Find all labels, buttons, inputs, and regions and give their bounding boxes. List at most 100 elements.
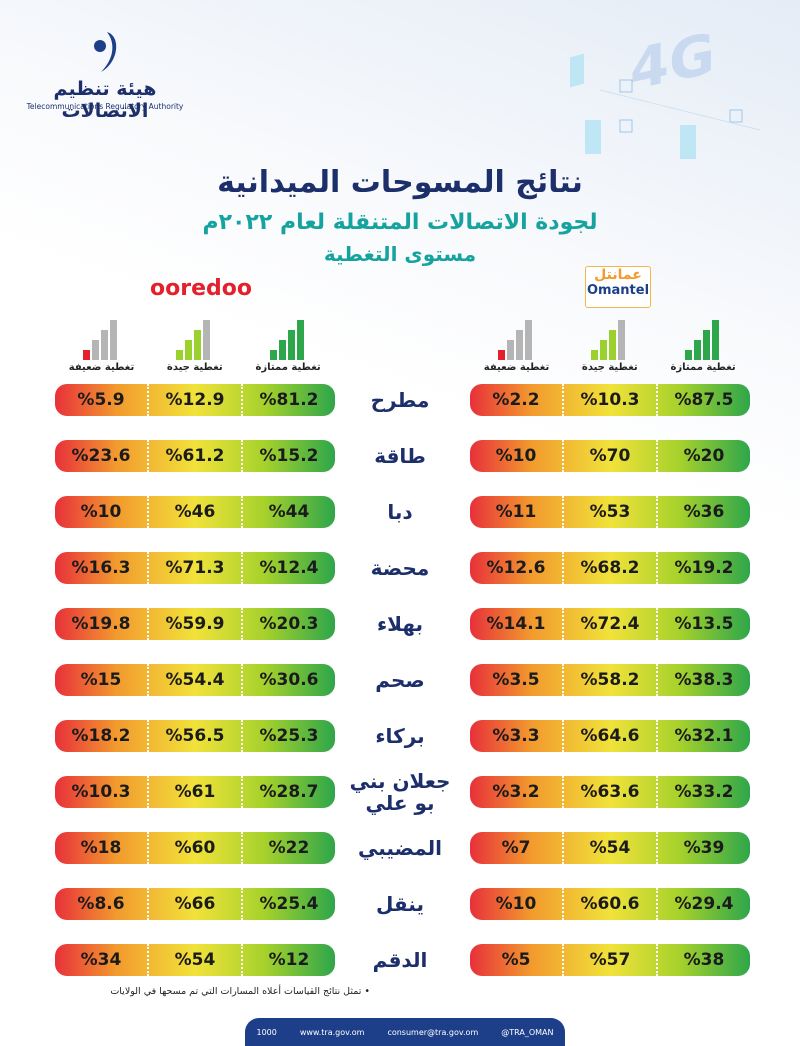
wilayat-name: ينقل [376, 892, 424, 916]
coverage-bar: %18 %60 %22 [55, 832, 335, 864]
coverage-bar: %11 %53 %36 [470, 496, 750, 528]
coverage-value: %30.6 [241, 664, 335, 696]
coverage-value: %19.8 [71, 614, 131, 634]
coverage-value: %38.3 [656, 664, 750, 696]
wilayat-name: الدقم [372, 948, 428, 972]
coverage-bar: %19.8 %59.9 %20.3 [55, 608, 335, 640]
coverage-value: %10 [80, 502, 122, 522]
coverage-value: %64.6 [562, 720, 656, 752]
coverage-value: %25.3 [241, 720, 335, 752]
coverage-value: %60 [147, 832, 241, 864]
coverage-bar: %10 %46 %44 [55, 496, 335, 528]
coverage-value: %18 [80, 838, 122, 858]
footnote: • تمثل نتائج القياسات أعلاه المسارات الت… [110, 986, 370, 997]
coverage-bar: %16.3 %71.3 %12.4 [55, 552, 335, 584]
coverage-bar: %5 %57 %38 [470, 944, 750, 976]
social[interactable]: @TRA_OMAN [501, 1027, 554, 1037]
coverage-bar: %2.2 %10.3 %87.5 [470, 384, 750, 416]
title: نتائج المسوحات الميدانية [217, 165, 583, 200]
coverage-value: %16.3 [71, 558, 131, 578]
coverage-bar: %3.2 %63.6 %33.2 [470, 776, 750, 808]
coverage-value: %57 [562, 944, 656, 976]
coverage-value: %12 [241, 944, 335, 976]
coverage-value: %28.7 [241, 776, 335, 808]
coverage-value: %19.2 [656, 552, 750, 584]
coverage-value: %44 [241, 496, 335, 528]
signal-icon [684, 320, 719, 360]
coverage-bar: %18.2 %56.5 %25.3 [55, 720, 335, 752]
wilayat-name: المضيبي [357, 836, 443, 860]
coverage-value: %36 [656, 496, 750, 528]
coverage-value: %8.6 [77, 894, 125, 914]
coverage-value: %3.2 [492, 782, 540, 802]
org-name-ar: هيئة تنظيم الاتصالات [53, 78, 157, 122]
coverage-bar: %7 %54 %39 [470, 832, 750, 864]
column-header: تغطية ضعيفة [483, 362, 550, 373]
org-name-en: Telecommunications Regulatory Authority [26, 102, 184, 111]
coverage-value: %59.9 [147, 608, 241, 640]
coverage-bar: %14.1 %72.4 %13.5 [470, 608, 750, 640]
coverage-value: %71.3 [147, 552, 241, 584]
website[interactable]: www.tra.gov.om [299, 1027, 365, 1037]
coverage-value: %54 [147, 944, 241, 976]
phone: 1000 [256, 1027, 277, 1037]
coverage-value: %15.2 [241, 440, 335, 472]
coverage-bar: %10 %60.6 %29.4 [470, 888, 750, 920]
coverage-value: %39 [656, 832, 750, 864]
column-header: تغطية ممتازة [670, 362, 736, 373]
coverage-value: %7 [501, 838, 531, 858]
omantel-logo-ar: عمانتل [594, 267, 642, 283]
coverage-value: %20.3 [241, 608, 335, 640]
coverage-bar: %3.5 %58.2 %38.3 [470, 664, 750, 696]
wilayat-name: طاقة [374, 444, 426, 468]
column-header: تغطية ضعيفة [68, 362, 135, 373]
signal-icon [498, 320, 532, 360]
subtitle-2: مستوى التغطية [323, 242, 477, 266]
coverage-value: %72.4 [562, 608, 656, 640]
coverage-value: %53 [562, 496, 656, 528]
coverage-value: %70 [562, 440, 656, 472]
coverage-value: %18.2 [71, 726, 131, 746]
coverage-value: %29.4 [656, 888, 750, 920]
signal-icon [83, 320, 117, 360]
omantel-logo: عمانتل Omantel [585, 266, 651, 308]
wilayat-name: بهلاء [376, 612, 424, 636]
coverage-value: %60.6 [562, 888, 656, 920]
coverage-value: %25.4 [241, 888, 335, 920]
wilayat-name: بركاء [375, 724, 425, 748]
coverage-value: %10 [495, 446, 537, 466]
coverage-value: %33.2 [656, 776, 750, 808]
coverage-value: %61.2 [147, 440, 241, 472]
logo-mark [94, 32, 117, 72]
coverage-value: %20 [656, 440, 750, 472]
coverage-value: %3.5 [492, 670, 540, 690]
coverage-value: %61 [147, 776, 241, 808]
coverage-value: %54 [562, 832, 656, 864]
coverage-value: %23.6 [71, 446, 131, 466]
email[interactable]: consumer@tra.gov.om [387, 1027, 479, 1037]
wilayat-name: محضة [370, 556, 430, 580]
wilayat-name: مطرح [370, 388, 430, 412]
coverage-bar: %8.6 %66 %25.4 [55, 888, 335, 920]
subtitle: لجودة الاتصالات المتنقلة لعام ٢٠٢٢م [202, 210, 598, 235]
column-header: تغطية ممتازة [255, 362, 321, 373]
signal-icon [176, 320, 211, 360]
coverage-value: %12.4 [241, 552, 335, 584]
coverage-value: %13.5 [656, 608, 750, 640]
coverage-value: %34 [80, 950, 122, 970]
coverage-bar: %15 %54.4 %30.6 [55, 664, 335, 696]
coverage-value: %10 [495, 894, 537, 914]
footer: 1000 www.tra.gov.om consumer@tra.gov.om … [245, 1018, 565, 1046]
coverage-value: %12.9 [147, 384, 241, 416]
coverage-value: %3.3 [492, 726, 540, 746]
signal-icon [269, 320, 304, 360]
coverage-bar: %10.3 %61 %28.7 [55, 776, 335, 808]
coverage-bar: %23.6 %61.2 %15.2 [55, 440, 335, 472]
coverage-value: %12.6 [486, 558, 546, 578]
omantel-logo-en: Omantel [586, 283, 650, 298]
hero-graphic [570, 53, 761, 159]
coverage-value: %46 [147, 496, 241, 528]
coverage-value: %5.9 [77, 390, 125, 410]
coverage-value: %32.1 [656, 720, 750, 752]
